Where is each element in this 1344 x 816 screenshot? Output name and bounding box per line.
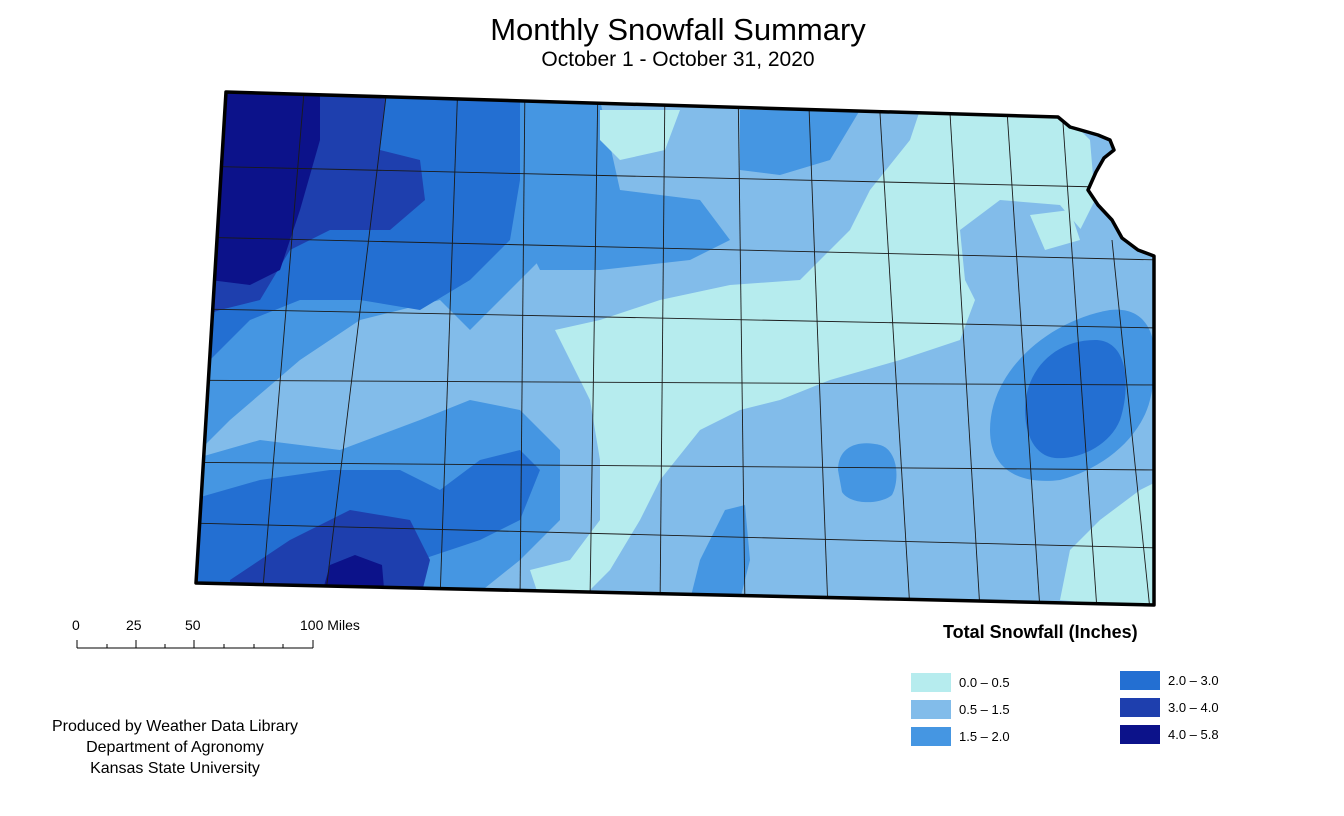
scale-label-100: 100 Miles [300, 617, 360, 633]
legend-label-3: 2.0 – 3.0 [1168, 673, 1219, 688]
zone-2.0-3.0-east-oval [1025, 340, 1126, 459]
map-subtitle: October 1 - October 31, 2020 [541, 48, 815, 71]
legend-label-1: 0.5 – 1.5 [959, 702, 1010, 717]
credits-line-3: Kansas State University [90, 760, 260, 777]
legend-swatch-1 [911, 700, 951, 719]
legend-label-2: 1.5 – 2.0 [959, 729, 1010, 744]
snowfall-zones [196, 92, 1154, 605]
legend-title: Total Snowfall (Inches) [943, 622, 1138, 642]
zone-0.0-0.5-southeast [1060, 480, 1154, 605]
zone-0.0-0.5-east-spot [1030, 210, 1080, 250]
county-boundaries [196, 92, 1154, 605]
zone-1.5-2.0-south-central [838, 443, 897, 503]
kansas-state-outline [194, 90, 1156, 607]
credits-block: Produced by Weather Data Library Departm… [30, 716, 320, 779]
legend-swatch-5 [1120, 725, 1160, 744]
scale-label-50: 50 [185, 617, 201, 633]
legend-swatch-0 [911, 673, 951, 692]
zone-0.0-0.5-central [530, 110, 1095, 600]
legend-swatch-3 [1120, 671, 1160, 690]
zone-1.5-2.0-south [690, 505, 750, 600]
scale-label-25: 25 [126, 617, 142, 633]
legend-label-5: 4.0 – 5.8 [1168, 727, 1219, 742]
scale-label-0: 0 [72, 617, 80, 633]
map-title: Monthly Snowfall Summary [490, 12, 866, 47]
credits-line-2: Department of Agronomy [86, 739, 264, 756]
legend-swatch-2 [911, 727, 951, 746]
legend-label-4: 3.0 – 4.0 [1168, 700, 1219, 715]
zone-1.5-2.0-north [520, 100, 730, 270]
legend-label-0: 0.0 – 0.5 [959, 675, 1010, 690]
zone-1.5-2.0-northeast [740, 110, 860, 175]
credits-line-1: Produced by Weather Data Library [51, 718, 299, 735]
scale-bar [76, 640, 314, 649]
zone-0.0-0.5-north-strip [600, 110, 680, 160]
legend-swatch-4 [1120, 698, 1160, 717]
